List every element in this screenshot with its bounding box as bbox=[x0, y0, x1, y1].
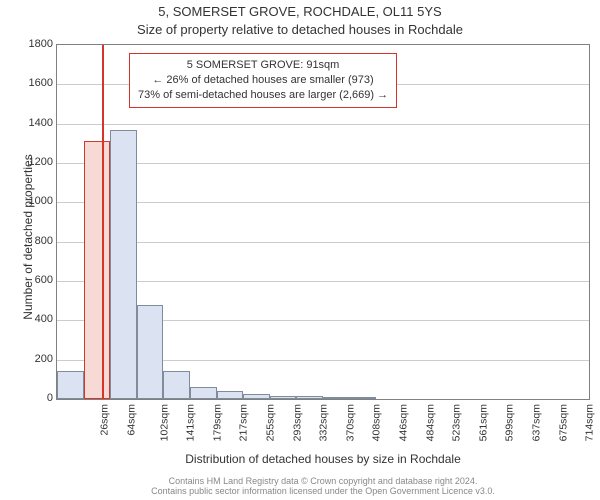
y-tick-label: 1200 bbox=[13, 156, 53, 168]
x-tick-label: 141sqm bbox=[184, 404, 196, 441]
histogram-bar bbox=[350, 397, 377, 399]
histogram-bar bbox=[243, 394, 270, 399]
page-title-line1: 5, SOMERSET GROVE, ROCHDALE, OL11 5YS bbox=[0, 4, 600, 19]
histogram-bar bbox=[163, 371, 190, 399]
gridline bbox=[57, 242, 589, 243]
y-tick-label: 1600 bbox=[13, 77, 53, 89]
annotation-line3: 73% of semi-detached houses are larger (… bbox=[138, 88, 388, 103]
y-tick-label: 400 bbox=[13, 313, 53, 325]
histogram-bar bbox=[57, 371, 84, 399]
gridline bbox=[57, 281, 589, 282]
x-tick-label: 370sqm bbox=[344, 404, 356, 441]
y-tick-label: 200 bbox=[13, 353, 53, 365]
property-marker-line bbox=[102, 45, 104, 399]
y-tick-label: 0 bbox=[13, 392, 53, 404]
attribution-text: Contains HM Land Registry data © Crown c… bbox=[56, 476, 590, 497]
histogram-bar-highlight bbox=[84, 141, 111, 399]
y-tick-label: 800 bbox=[13, 235, 53, 247]
histogram-bar bbox=[110, 130, 137, 399]
x-tick-label: 599sqm bbox=[504, 404, 516, 441]
histogram-bar bbox=[323, 397, 350, 399]
gridline bbox=[57, 124, 589, 125]
attribution-line2: Contains public sector information licen… bbox=[56, 486, 590, 496]
x-tick-label: 446sqm bbox=[397, 404, 409, 441]
x-tick-label: 217sqm bbox=[238, 404, 250, 441]
page-title-line2: Size of property relative to detached ho… bbox=[0, 22, 600, 37]
histogram-bar bbox=[190, 387, 217, 399]
y-tick-label: 1000 bbox=[13, 195, 53, 207]
histogram-bar bbox=[270, 396, 297, 399]
gridline bbox=[57, 163, 589, 164]
x-tick-label: 102sqm bbox=[158, 404, 170, 441]
y-tick-label: 600 bbox=[13, 274, 53, 286]
y-tick-label: 1400 bbox=[13, 117, 53, 129]
x-tick-label: 561sqm bbox=[477, 404, 489, 441]
x-tick-label: 26sqm bbox=[99, 404, 111, 436]
x-tick-label: 484sqm bbox=[424, 404, 436, 441]
x-tick-label: 179sqm bbox=[211, 404, 223, 441]
histogram-bar bbox=[296, 396, 323, 399]
x-tick-label: 332sqm bbox=[317, 404, 329, 441]
x-tick-label: 293sqm bbox=[291, 404, 303, 441]
annotation-line2: ← 26% of detached houses are smaller (97… bbox=[138, 73, 388, 88]
gridline bbox=[57, 202, 589, 203]
x-tick-label: 255sqm bbox=[264, 404, 276, 441]
page-root: 5, SOMERSET GROVE, ROCHDALE, OL11 5YS Si… bbox=[0, 0, 600, 500]
y-tick-label: 1800 bbox=[13, 38, 53, 50]
attribution-line1: Contains HM Land Registry data © Crown c… bbox=[56, 476, 590, 486]
x-tick-label: 523sqm bbox=[450, 404, 462, 441]
x-axis-label: Distribution of detached houses by size … bbox=[56, 452, 590, 466]
x-tick-label: 408sqm bbox=[371, 404, 383, 441]
x-tick-label: 675sqm bbox=[557, 404, 569, 441]
x-tick-label: 637sqm bbox=[530, 404, 542, 441]
x-tick-label: 64sqm bbox=[125, 404, 137, 436]
annotation-line1: 5 SOMERSET GROVE: 91sqm bbox=[138, 58, 388, 73]
x-tick-label: 714sqm bbox=[583, 404, 595, 441]
histogram-bar bbox=[137, 305, 164, 399]
histogram-bar bbox=[217, 391, 244, 399]
chart-plot-area: 5 SOMERSET GROVE: 91sqm ← 26% of detache… bbox=[56, 44, 590, 400]
annotation-box: 5 SOMERSET GROVE: 91sqm ← 26% of detache… bbox=[129, 53, 397, 108]
